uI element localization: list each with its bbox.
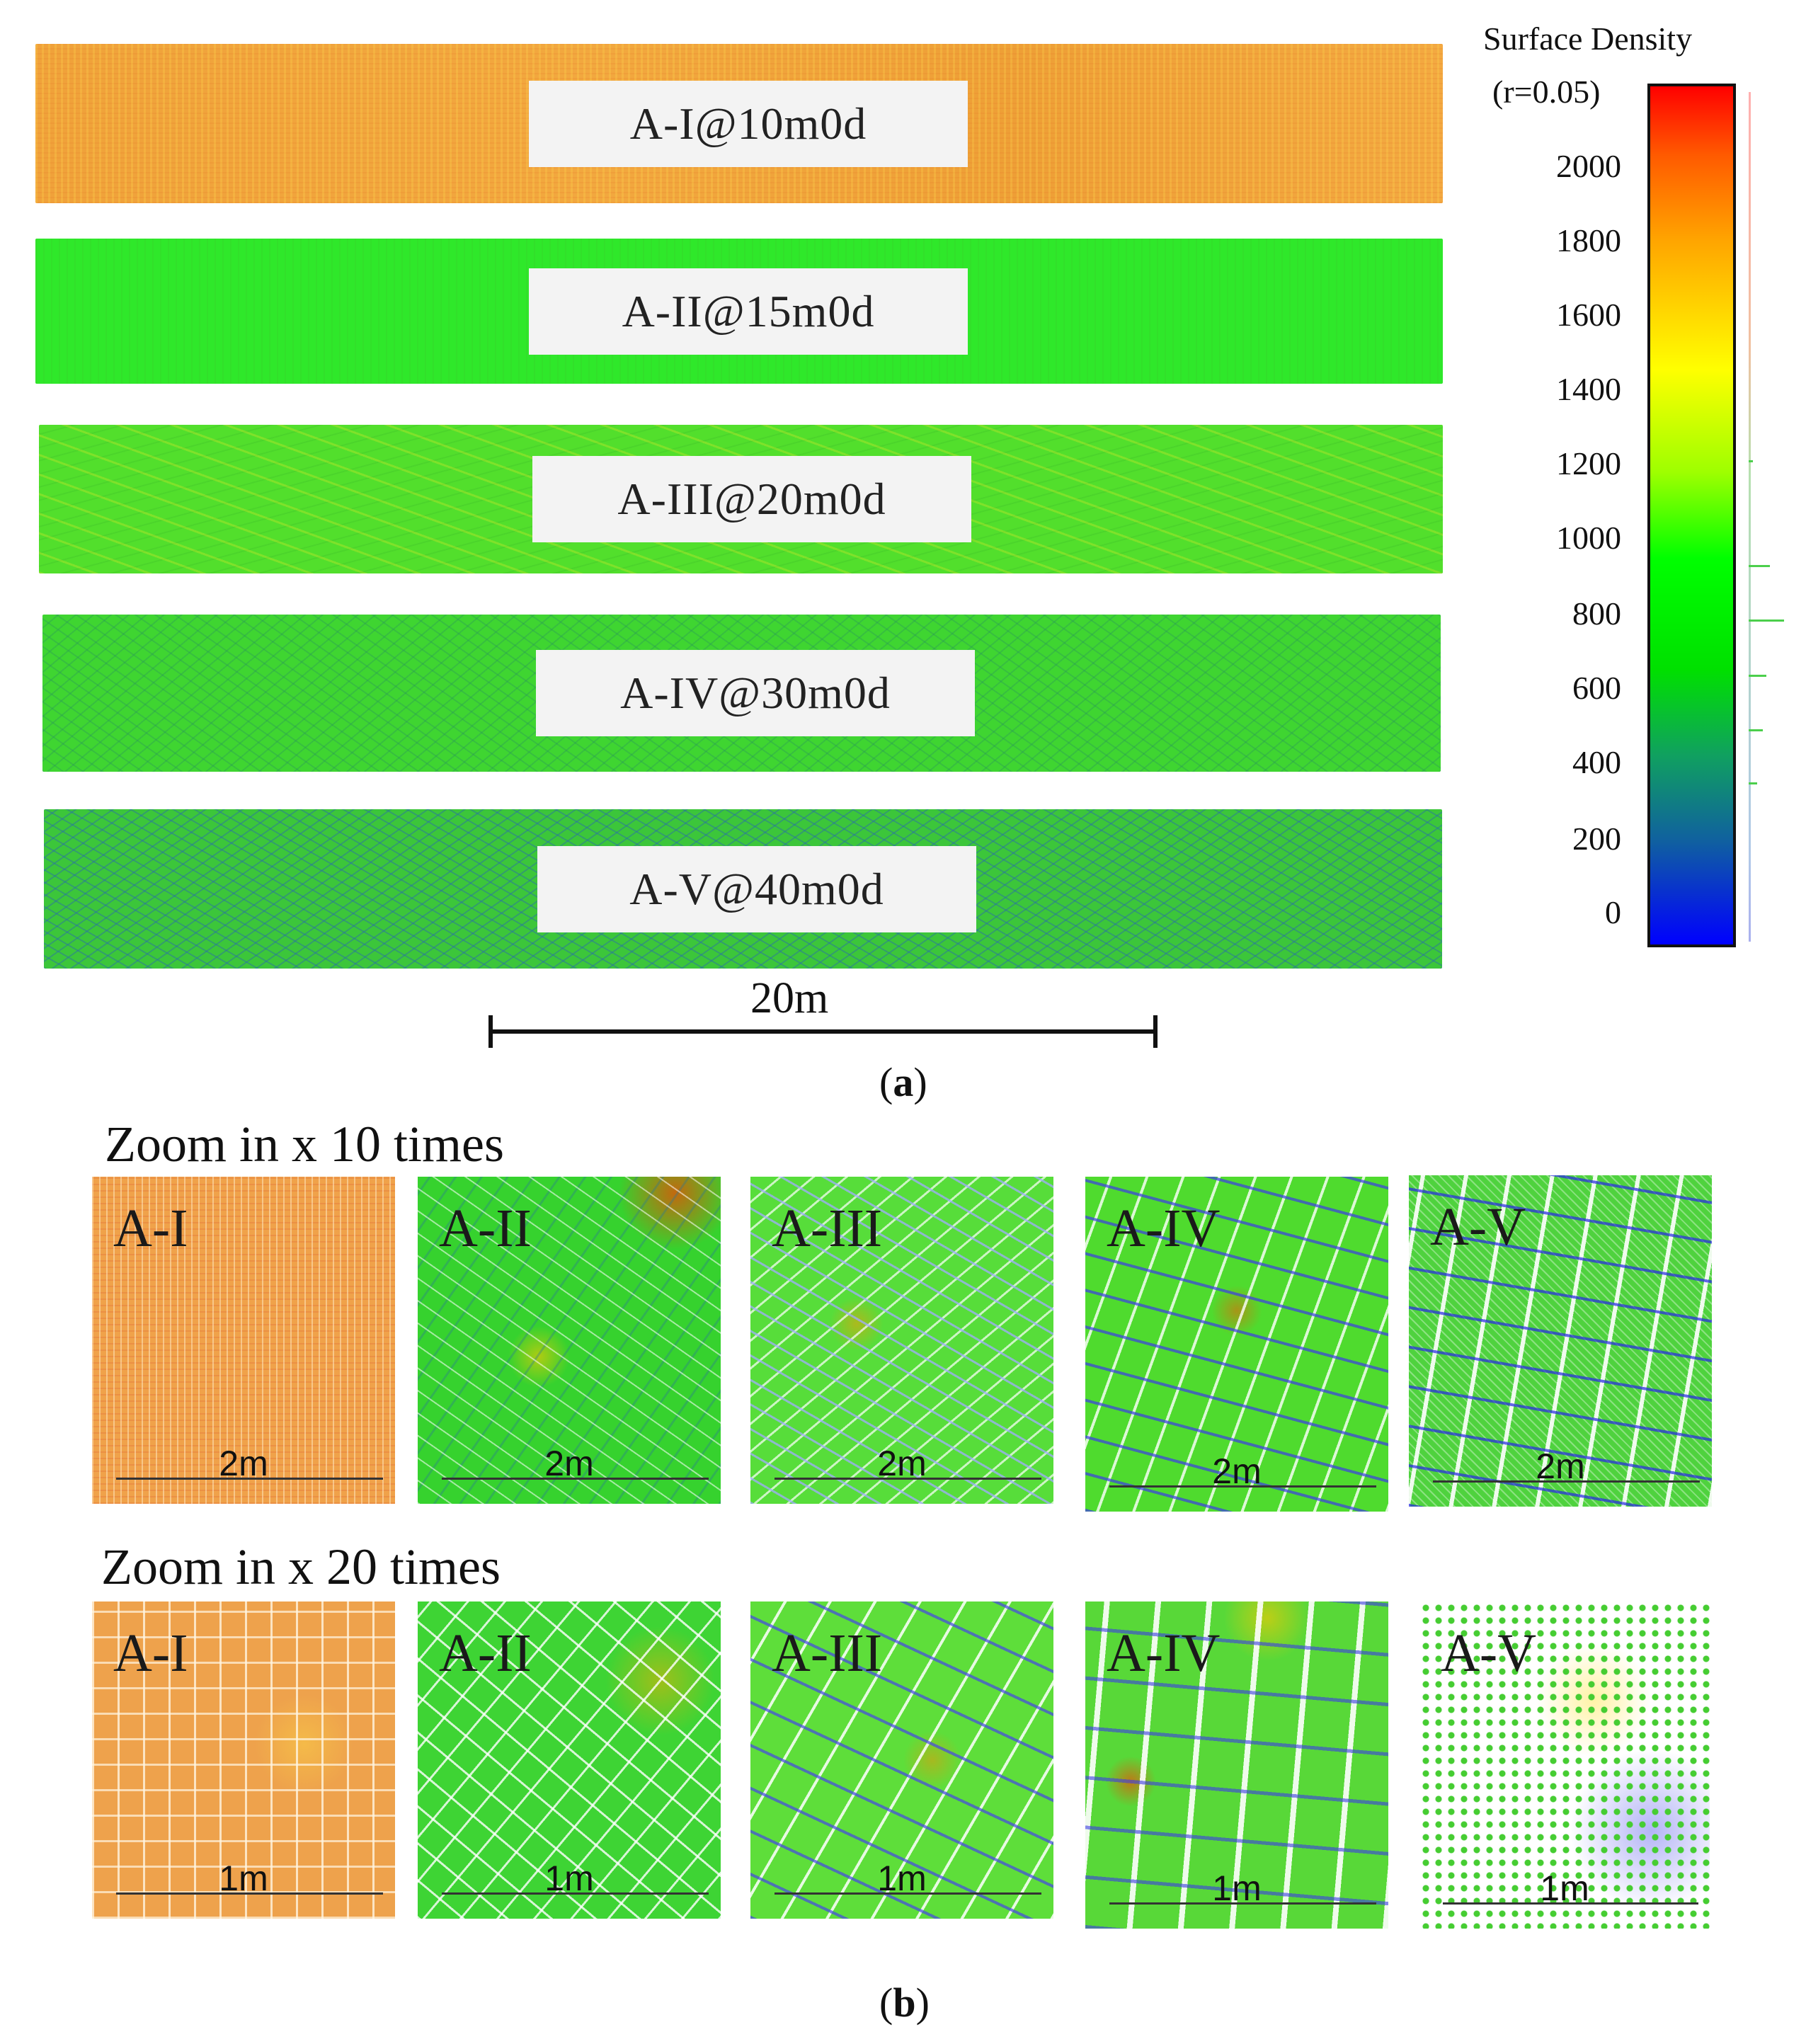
colorbar-tick-label: 2000 [1556,148,1621,184]
zoom-tile-a-ii-x10: A-II 2m [418,1177,721,1504]
colorbar-tick-label: 200 [1572,821,1621,857]
tile-label: A-IV [1107,1199,1221,1258]
tile-scale-label: 2m [219,1444,268,1483]
tile-scale-label: 2m [544,1444,594,1483]
colorbar-histogram [1749,92,1751,942]
colorbar-tick-label: 1200 [1556,445,1621,481]
tile-label: A-V [1441,1623,1537,1683]
scale-bar [488,1005,1158,1048]
tile-scale-label: 2m [877,1444,927,1483]
density-strip-a-ii: A-II@15m0d [35,239,1443,384]
zoom-tile-a-iii-x20: A-III 1m [750,1601,1053,1919]
zoom-tile-a-iv-x10: A-IV 2m [1085,1177,1388,1512]
colorbar-tick-label: 400 [1572,744,1621,780]
strip-label: A-I@10m0d [529,80,968,167]
panel-caption-a: (a) [879,1059,927,1105]
zoom-tile-a-ii-x20: A-II 1m [418,1601,721,1919]
tile-label: A-II [439,1199,532,1258]
density-strip-a-iii: A-III@20m0d [39,425,1443,573]
zoom-tile-a-v-x20: A-V 1m [1419,1601,1710,1929]
zoom-tile-a-i-x10: A-I 2m [92,1177,395,1504]
colorbar-tick-label: 1000 [1556,520,1621,556]
colorbar-tick-label: 1600 [1556,297,1621,333]
density-strip-a-v: A-V@40m0d [44,809,1442,969]
tile-scale-label: 1m [1212,1868,1262,1908]
strip-label: A-II@15m0d [529,268,968,355]
strip-label: A-V@40m0d [537,845,976,932]
panel-caption-b: (b) [879,1980,930,2026]
row-title-zoom-20: Zoom in x 20 times [101,1538,501,1595]
colorbar-subtitle: (r=0.05) [1492,74,1601,110]
colorbar-tick-label: 1800 [1556,222,1621,258]
tile-scale-label: 1m [1540,1868,1589,1908]
tile-scale-label: 1m [219,1859,268,1898]
tile-label: A-I [113,1623,188,1683]
zoom-tile-a-iii-x10: A-III 2m [750,1177,1053,1504]
tile-label: A-IV [1107,1623,1221,1683]
colorbar-tick-label: 0 [1605,894,1621,930]
tile-label: A-I [113,1199,188,1258]
tile-scale-label: 1m [877,1859,927,1898]
tile-label: A-V [1430,1197,1526,1257]
tile-scale-label: 1m [544,1859,594,1898]
tile-label: A-III [772,1199,883,1258]
strip-label: A-III@20m0d [532,456,971,542]
tile-scale-label: 2m [1212,1451,1262,1491]
tile-label: A-II [439,1623,532,1683]
colorbar-title: Surface Density [1483,21,1693,57]
colorbar-tick-label: 600 [1572,670,1621,706]
colorbar-tick-label: 1400 [1556,371,1621,407]
tile-label: A-III [772,1623,883,1683]
tile-scale-label: 2m [1536,1446,1585,1486]
zoom-tile-a-i-x20: A-I 1m [92,1601,395,1919]
colorbar-tick-label: 800 [1572,595,1621,632]
colorbar-gradient [1647,84,1736,947]
scale-bar-label: 20m [750,974,829,1022]
zoom-tile-a-iv-x20: A-IV 1m [1085,1601,1388,1929]
density-strip-a-iv: A-IV@30m0d [42,615,1441,772]
row-title-zoom-10: Zoom in x 10 times [105,1116,504,1172]
density-strip-a-i: A-I@10m0d [35,44,1443,203]
zoom-tile-a-v-x10: A-V 2m [1409,1175,1712,1507]
strip-label: A-IV@30m0d [536,650,975,736]
